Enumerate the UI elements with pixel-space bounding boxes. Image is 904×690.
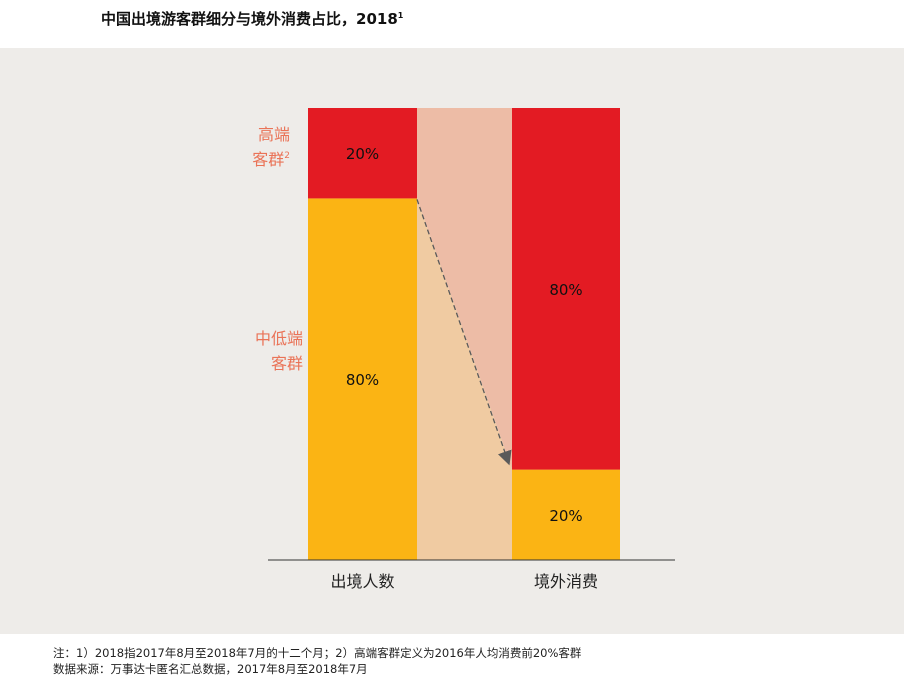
bar-high-end-1 (308, 108, 417, 199)
segment-label-high-end-line-1: 高端 (258, 125, 290, 144)
segment-label-mid-low-line-1: 中低端 (255, 329, 303, 348)
annotation-arrow (416, 199, 512, 466)
data-label-high-end-1: 20% (346, 145, 379, 163)
data-label-high-end-2: 80% (549, 281, 582, 299)
chart-title: 中国出境游客群细分与境外消费占比，20181 (101, 8, 403, 29)
segment-label-high-end-sup: 2 (284, 151, 290, 161)
bar-mid-low-1 (308, 198, 417, 560)
data-label-mid-low-1: 80% (346, 371, 379, 389)
bar-high-end-2 (512, 108, 620, 470)
chart-title-text: 中国出境游客群细分与境外消费占比，2018 (101, 10, 398, 28)
chart-title-sup: 1 (397, 11, 404, 20)
footnotes: 注：1）2018指2017年8月至2018年7月的十二个月；2）高端客群定义为2… (53, 645, 581, 677)
x-tick-label-1: 出境人数 (330, 572, 394, 591)
segment-label-high-end-line-2: 客群2 (252, 150, 290, 169)
footnote-note: 注：1）2018指2017年8月至2018年7月的十二个月；2）高端客群定义为2… (53, 646, 582, 660)
data-label-mid-low-2: 20% (549, 507, 582, 525)
segment-label-mid-low-line-2: 客群 (271, 354, 303, 373)
band-high-end (417, 108, 512, 470)
bar-mid-low-2 (512, 469, 620, 560)
footnote-source: 数据来源：万事达卡匿名汇总数据，2017年8月至2018年7月 (53, 662, 368, 676)
x-tick-label-2: 境外消费 (534, 572, 598, 591)
band-mid-low (417, 198, 512, 560)
